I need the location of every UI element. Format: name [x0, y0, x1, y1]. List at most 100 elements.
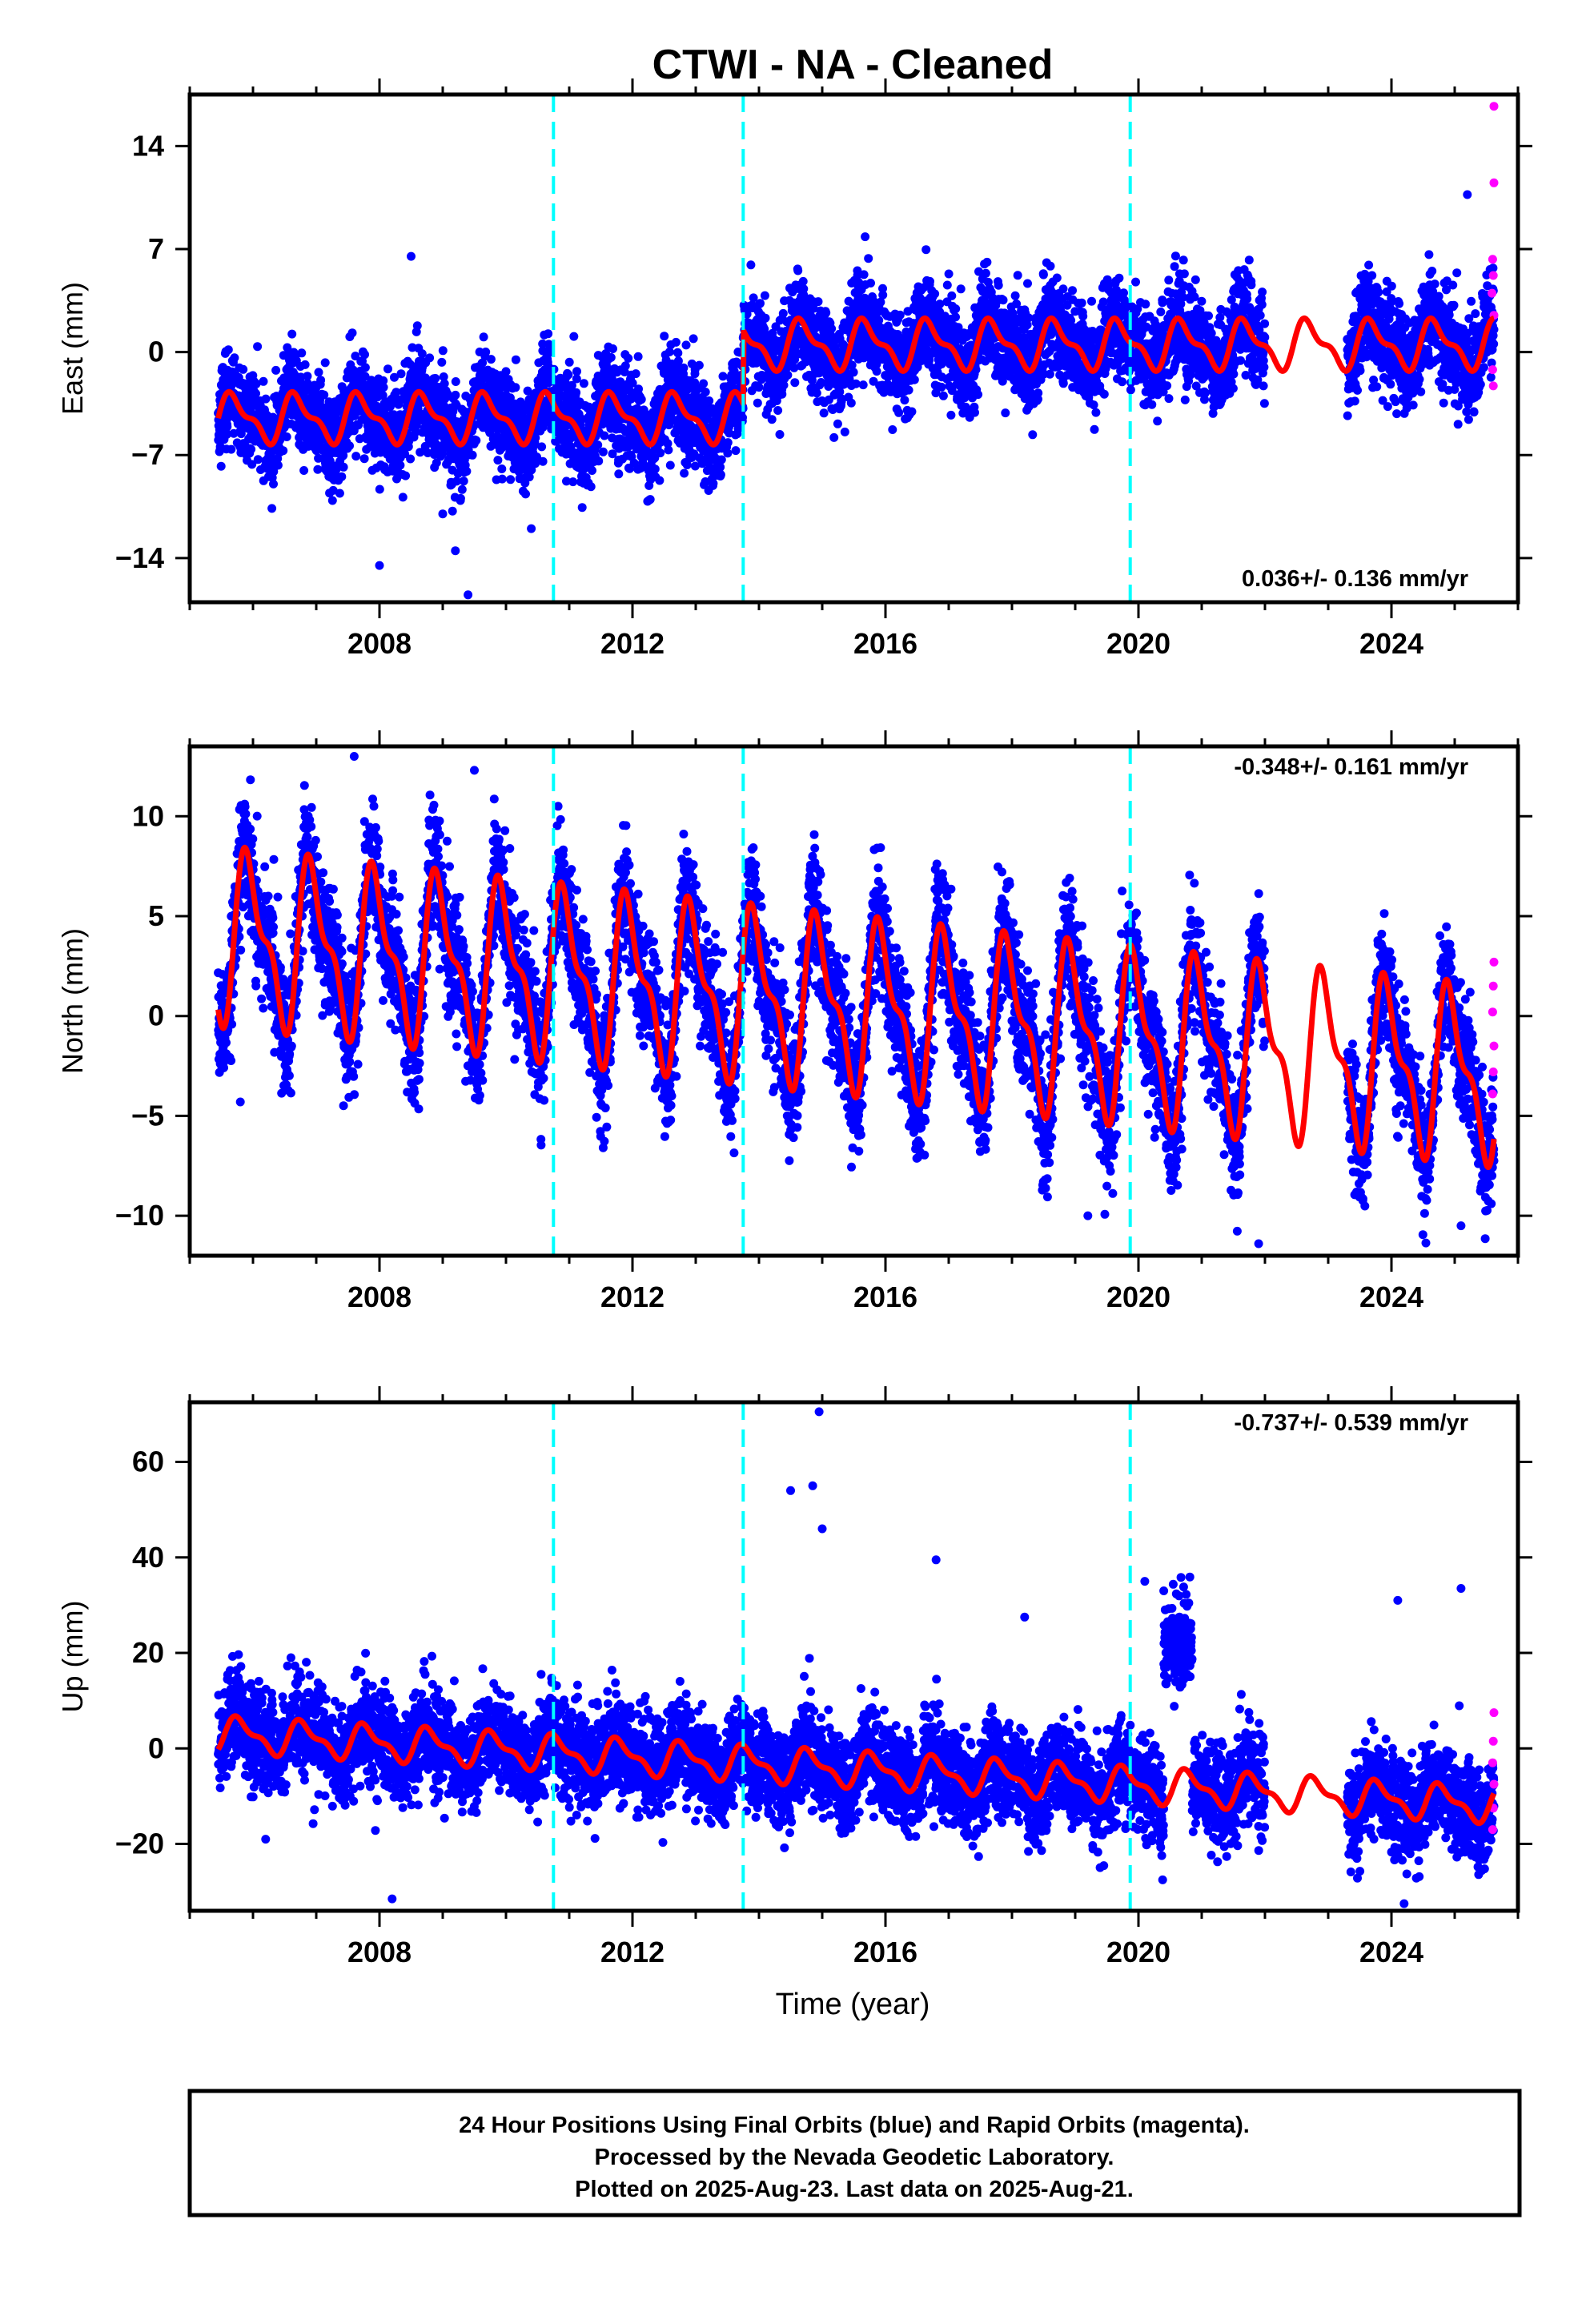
data-point [527, 465, 536, 475]
data-point [216, 461, 226, 471]
data-point [259, 376, 268, 386]
data-point [746, 260, 756, 270]
data-point [339, 451, 348, 460]
data-point [634, 384, 643, 394]
data-point [297, 348, 307, 358]
data-point [462, 467, 472, 476]
data-point [501, 367, 511, 376]
data-point [457, 485, 467, 494]
data-point [451, 390, 460, 400]
data-point [282, 432, 291, 441]
data-point [425, 353, 435, 363]
data-point [921, 245, 931, 255]
data-point [1058, 379, 1068, 388]
data-point [562, 476, 571, 486]
data-point [300, 360, 310, 369]
data-point [417, 349, 427, 359]
data-point [660, 332, 669, 341]
data-point [481, 348, 491, 356]
data-point [974, 390, 983, 400]
data-point [888, 425, 897, 434]
data-point [379, 376, 388, 385]
data-point [452, 476, 461, 486]
data-point [401, 471, 411, 480]
data-point [486, 355, 496, 364]
data-point [314, 453, 323, 463]
data-point [335, 489, 344, 498]
data-point [544, 348, 554, 357]
data-point [894, 408, 904, 417]
data-point [754, 383, 764, 392]
data-point [872, 367, 881, 376]
data-point [956, 284, 966, 294]
data-point [431, 374, 440, 383]
data-point [624, 353, 633, 363]
data-point [738, 412, 747, 422]
data-point [717, 455, 726, 464]
data-point [456, 493, 465, 503]
data-point [375, 485, 384, 494]
data-point [439, 372, 448, 381]
data-point [576, 414, 586, 424]
data-point [451, 377, 460, 386]
data-point [253, 342, 263, 352]
data-point [951, 312, 960, 322]
data-point [223, 345, 233, 355]
data-point [594, 456, 604, 466]
data-point [942, 280, 952, 290]
data-point [239, 364, 248, 374]
data-point [400, 449, 409, 459]
data-point [790, 378, 800, 388]
final-orbit-points [214, 190, 1499, 600]
data-point [396, 369, 406, 379]
data-point [665, 460, 675, 470]
data-point [650, 464, 660, 474]
data-point [345, 441, 354, 451]
data-point [331, 464, 341, 474]
data-point [572, 388, 581, 397]
data-point [416, 448, 425, 457]
data-point [269, 467, 279, 476]
data-point [701, 388, 710, 396]
data-point [1045, 369, 1054, 379]
data-point [588, 466, 596, 475]
data-point [1046, 261, 1055, 271]
data-point [812, 388, 821, 398]
data-point [398, 493, 408, 502]
plot-area [214, 102, 1499, 600]
data-point [866, 279, 875, 287]
data-point [947, 291, 957, 300]
data-point [864, 254, 873, 263]
data-point [849, 368, 858, 377]
data-point [1010, 291, 1020, 300]
data-point [827, 324, 837, 333]
data-point [679, 363, 689, 372]
data-point [1001, 408, 1010, 418]
data-point [994, 280, 1003, 290]
data-point [271, 365, 281, 375]
data-point [1023, 279, 1032, 288]
data-point [586, 482, 596, 492]
data-point [907, 407, 917, 416]
data-point [472, 436, 481, 445]
data-point [337, 472, 347, 481]
data-point [303, 372, 312, 381]
data-point [438, 346, 448, 356]
data-point [566, 442, 576, 452]
data-point [636, 395, 646, 404]
data-point [432, 458, 441, 468]
data-point [497, 464, 507, 473]
data-point [391, 388, 401, 397]
data-point [775, 430, 785, 439]
data-point [538, 456, 548, 466]
data-point [396, 460, 405, 470]
data-point [645, 495, 655, 505]
data-point [946, 410, 956, 420]
data-point [390, 372, 399, 382]
data-point [904, 385, 913, 395]
data-point [339, 462, 348, 472]
data-point [360, 363, 370, 372]
data-point [1068, 286, 1077, 296]
data-point [718, 372, 728, 381]
data-point [937, 382, 946, 392]
